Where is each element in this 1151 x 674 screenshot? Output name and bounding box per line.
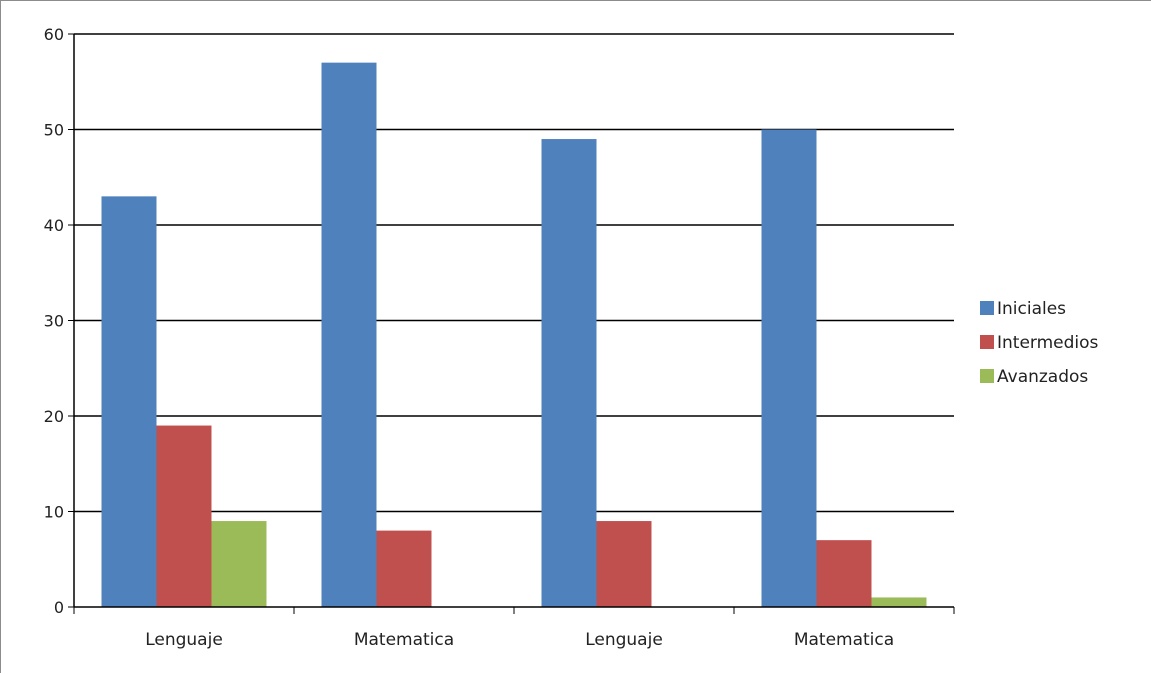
legend-label-iniciales: Iniciales [997,299,1066,319]
y-tick-label: 0 [54,598,64,617]
legend-label-intermedios: Intermedios [997,333,1099,353]
legend-swatch-iniciales [980,301,994,315]
bars [101,62,927,608]
bar-intermedios [816,540,872,607]
y-tick-label: 60 [44,25,64,44]
bar-avanzados [871,597,927,607]
legend-label-avanzados: Avanzados [997,367,1088,387]
bar-intermedios [376,530,432,607]
x-category-label: Lenguaje [585,630,663,650]
legend-swatch-avanzados [980,369,994,383]
legend-swatch-intermedios [980,335,994,349]
x-category-label: Lenguaje [145,630,223,650]
bar-iniciales [761,129,817,607]
bar-intermedios [596,521,652,607]
y-tick-label: 50 [44,121,64,140]
y-tick-label: 20 [44,407,64,426]
y-tick-label: 30 [44,312,64,331]
legend: Iniciales Intermedios Avanzados [980,299,1099,387]
y-tick-label: 40 [44,216,64,235]
bar-iniciales [101,196,157,607]
bar-iniciales [321,62,377,607]
bar-intermedios [156,425,212,607]
y-tick-label: 10 [44,503,64,522]
bar-iniciales [541,139,597,608]
x-axis-ticks: Lenguaje Matematica Lenguaje Matematica [73,607,955,650]
x-category-label: Matematica [354,630,454,650]
x-category-label: Matematica [794,630,894,650]
bar-avanzados [211,521,267,607]
y-axis-ticks: 0 10 20 30 40 50 60 [44,25,74,617]
